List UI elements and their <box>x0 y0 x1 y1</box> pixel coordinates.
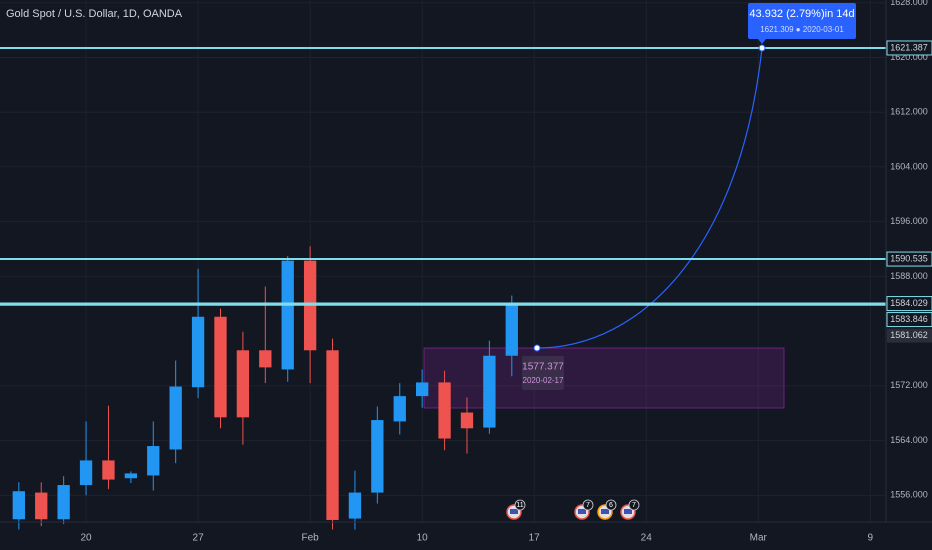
y-tick-label: 1588.000 <box>890 271 928 281</box>
price-line-label: 1621.387 <box>890 42 928 52</box>
projection-curve <box>536 47 763 349</box>
candle-body <box>259 350 272 368</box>
event-badge <box>628 499 640 511</box>
y-axis-area <box>886 0 932 550</box>
candle-body <box>35 492 48 520</box>
event-flag <box>578 509 586 514</box>
event-flag <box>510 509 518 514</box>
candle-body <box>326 350 339 520</box>
candle-body <box>57 485 70 520</box>
grid <box>0 0 886 522</box>
last-price-label: 1581.062 <box>890 330 928 340</box>
event-count: 7 <box>586 502 590 509</box>
candle-body <box>169 386 182 450</box>
projection-change: 43.932 (2.79%)in 14d <box>749 8 854 20</box>
projection-start-date: 2020-02-17 <box>523 376 564 385</box>
y-tick-label: 1556.000 <box>890 490 928 500</box>
candle-body <box>214 316 227 418</box>
price-line-label: 1584.029 <box>890 298 928 308</box>
candle-body <box>371 420 384 493</box>
chart-title: Gold Spot / U.S. Dollar, 1D, OANDA <box>6 8 183 20</box>
event-badge <box>514 499 526 511</box>
candle-body <box>438 382 451 439</box>
event-count: 7 <box>632 502 636 509</box>
candle-body <box>102 460 115 480</box>
last-price-tag <box>887 328 932 343</box>
y-tick-label: 1564.000 <box>890 435 928 445</box>
projection-start <box>533 344 541 352</box>
x-tick-label: Feb <box>302 533 320 544</box>
candle-body <box>281 260 294 370</box>
x-tick-label: 20 <box>80 533 92 544</box>
x-tick-label: 9 <box>868 533 874 544</box>
candles <box>12 246 518 530</box>
zone-box <box>423 347 785 409</box>
axes: 1556.000 1564.000 1572.000 1588.000 1596.000… <box>80 0 932 544</box>
y-tick-label: 1628.000 <box>890 0 928 7</box>
candle-body <box>191 316 205 388</box>
x-tick-label: Mar <box>750 533 768 544</box>
event-flag <box>601 509 609 514</box>
x-tick-label: 10 <box>417 533 429 544</box>
y-tick-label: 1572.000 <box>890 380 928 390</box>
candle-body <box>236 350 250 418</box>
event-count: 6 <box>609 502 613 509</box>
candle-body <box>12 491 25 520</box>
event-count: 11 <box>516 502 523 509</box>
candle-body <box>79 460 93 486</box>
candle-body <box>348 492 362 519</box>
projection-label-pointer <box>758 39 766 44</box>
event-badge <box>582 499 594 511</box>
x-tick-label: 27 <box>193 533 205 544</box>
candle-body <box>147 446 160 476</box>
projection-start-price: 1577.377 <box>522 362 564 373</box>
projection-end: 1621.309 ● 2020-03-01 <box>760 25 844 34</box>
candle-body <box>460 412 474 429</box>
candle-body <box>124 473 138 479</box>
price-line-tag <box>886 40 932 56</box>
x-tick-label: 17 <box>529 533 541 544</box>
price-line-label: 1583.846 <box>890 314 928 324</box>
x-tick-label: 24 <box>641 533 653 544</box>
price-line-tag <box>886 296 932 312</box>
candle-body <box>415 382 429 397</box>
price-line-tag <box>886 251 932 267</box>
y-tick-label: 1604.000 <box>890 161 928 171</box>
price-line-tag <box>886 312 932 328</box>
event-badge <box>605 499 617 511</box>
candle-body <box>393 396 406 422</box>
projection-start-box <box>522 356 564 390</box>
y-tick-label: 1620.000 <box>890 52 928 62</box>
price-line-label: 1590.535 <box>890 253 928 263</box>
y-tick-label: 1612.000 <box>890 107 928 117</box>
projection-end <box>758 44 766 52</box>
projection-label-box <box>748 3 856 39</box>
hlines <box>0 46 886 306</box>
event-flag <box>624 509 632 514</box>
candle-body <box>505 303 518 356</box>
y-tick-label: 1596.000 <box>890 216 928 226</box>
candle-body <box>483 355 496 428</box>
